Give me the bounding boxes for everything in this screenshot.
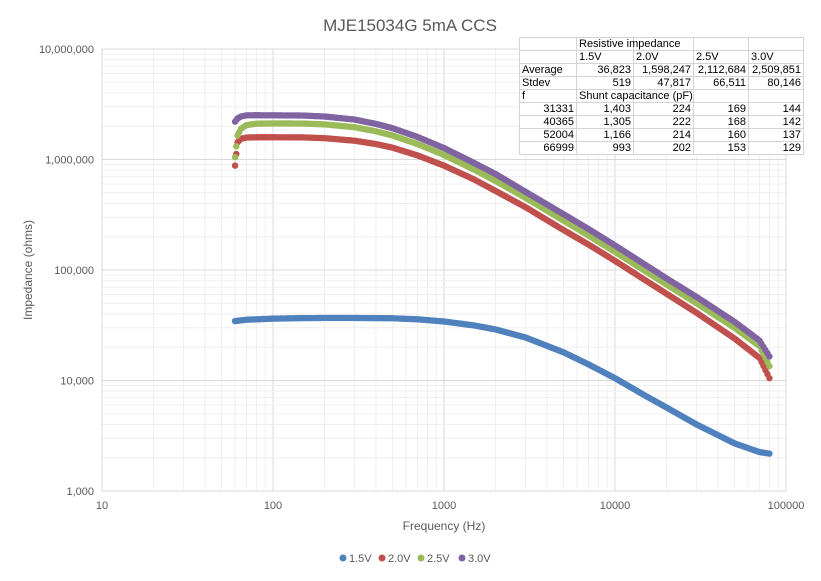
table-cell: Shunt capacitance (pF) [576, 89, 693, 103]
table-cell: 224 [633, 102, 694, 116]
legend: 1.5V 2.0V 2.5V 3.0V [339, 553, 491, 565]
table-cell: 2,112,684 [693, 63, 749, 77]
table-row: f Shunt capacitance (pF) [519, 89, 804, 103]
table-cell: Average [519, 63, 577, 77]
x-tick-label: 1000 [432, 500, 456, 512]
y-tick-label: 1,000,000 [45, 155, 94, 167]
legend-item: 3.0V [458, 553, 491, 565]
series-3-0V [231, 112, 773, 360]
table-row: 66999 993 202 153 129 [519, 141, 804, 155]
table-cell [693, 37, 749, 51]
table-cell: 168 [693, 115, 749, 129]
data-table: Resistive impedance 1.5V 2.0V 2.5V 3.0V Avera… [519, 37, 804, 155]
table-cell: 222 [633, 115, 694, 129]
legend-label: 3.0V [468, 553, 491, 565]
table-cell: 2.5V [693, 50, 749, 64]
table-row: 1.5V 2.0V 2.5V 3.0V [519, 50, 804, 64]
data-point [766, 362, 773, 370]
table-row: Average 36,823 1,598,247 2,112,684 2,509,851 [519, 63, 804, 77]
table-cell: 40365 [519, 115, 577, 129]
table-cell: 1,403 [576, 102, 634, 116]
table-cell: 214 [633, 128, 694, 142]
table-cell: 153 [693, 141, 749, 155]
table-cell: 1,305 [576, 115, 634, 129]
table-row: 31331 1,403 224 169 144 [519, 102, 804, 116]
table-cell [748, 89, 804, 103]
table-cell [519, 37, 577, 51]
table-cell: 1,598,247 [633, 63, 694, 77]
y-tick-label: 100,000 [54, 265, 94, 277]
series-2-0V [231, 134, 773, 382]
legend-marker [458, 554, 466, 562]
table-cell: 66999 [519, 141, 577, 155]
table-cell: 2,509,851 [748, 63, 804, 77]
table-row: 40365 1,305 222 168 142 [519, 115, 804, 129]
table-cell: 1.5V [576, 50, 634, 64]
legend-marker [339, 554, 347, 562]
table-cell: 3.0V [748, 50, 804, 64]
y-tick-label: 1,000 [66, 486, 94, 498]
legend-label: 2.5V [427, 553, 450, 565]
table-cell: 80,146 [748, 76, 804, 90]
table-row: Resistive impedance [519, 37, 804, 51]
x-tick-label: 100 [264, 500, 282, 512]
table-cell: 144 [748, 102, 804, 116]
data-point [231, 153, 239, 161]
table-cell [748, 37, 804, 51]
chart-title: MJE15034G 5mA CCS [323, 16, 497, 35]
legend-item: 2.5V [417, 553, 450, 565]
table-cell: 66,511 [693, 76, 749, 90]
legend-item: 1.5V [339, 553, 372, 565]
y-tick-label: 10,000 [60, 376, 94, 388]
data-point [766, 450, 773, 457]
table-cell: 993 [576, 141, 634, 155]
table-cell: 129 [748, 141, 804, 155]
x-tick-label: 10000 [600, 500, 631, 512]
table-cell: 47,817 [633, 76, 694, 90]
y-axis-title: Impedance (ohms) [21, 220, 35, 320]
table-row: 52004 1,166 214 160 137 [519, 128, 804, 142]
table-cell: 519 [576, 76, 634, 90]
table-cell: 1,166 [576, 128, 634, 142]
table-cell: 36,823 [576, 63, 634, 77]
table-cell: 31331 [519, 102, 577, 116]
tick-labels: 10 100 1000 10000 100000 1,000 10,000 100,000 1,… [39, 44, 804, 512]
plot-area [101, 48, 787, 492]
table-cell: 52004 [519, 128, 577, 142]
series-1-5V [231, 314, 773, 457]
table-cell: 2.0V [633, 50, 694, 64]
legend-item: 2.0V [378, 553, 411, 565]
table-cell: 137 [748, 128, 804, 142]
legend-label: 1.5V [349, 553, 372, 565]
table-cell: 169 [693, 102, 749, 116]
data-point [231, 162, 239, 169]
table-cell: Stdev [519, 76, 577, 90]
y-tick-label: 10,000,000 [39, 44, 94, 56]
data-point [766, 353, 773, 360]
legend-marker [378, 554, 386, 562]
table-cell: f [519, 89, 577, 103]
table-cell [693, 89, 749, 103]
series-layer [231, 112, 773, 457]
table-cell: Resistive impedance [576, 37, 681, 51]
table-cell: 202 [633, 141, 694, 155]
table-row: Stdev 519 47,817 66,511 80,146 [519, 76, 804, 90]
legend-label: 2.0V [388, 553, 411, 565]
table-cell: 160 [693, 128, 749, 142]
table-cell [519, 50, 577, 64]
table-cell: 142 [748, 115, 804, 129]
legend-marker [417, 554, 425, 562]
x-tick-label: 10 [96, 500, 108, 512]
x-tick-label: 100000 [768, 500, 805, 512]
x-axis-title: Frequency (Hz) [403, 519, 486, 533]
data-point [766, 374, 773, 382]
data-point [233, 143, 240, 150]
